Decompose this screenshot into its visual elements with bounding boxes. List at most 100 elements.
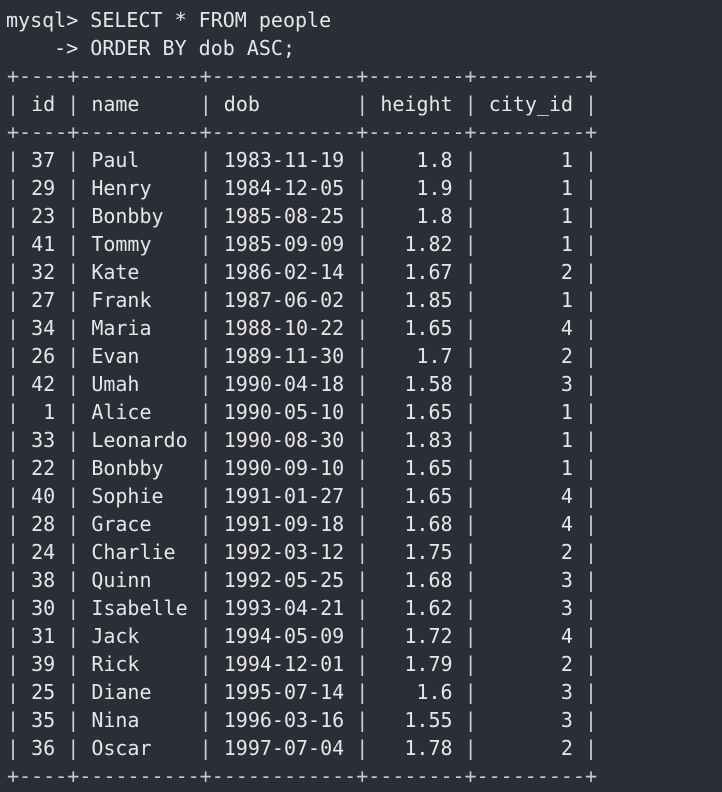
cell-name: Bonbby [91, 204, 188, 228]
table-row: | 27 | Frank | 1987-06-02 | 1.85 | 1 | [7, 288, 598, 312]
cell-dob: 1988-10-22 [223, 316, 345, 340]
cell-id: 38 [31, 568, 56, 592]
table-row: | 24 | Charlie | 1992-03-12 | 1.75 | 2 | [7, 540, 598, 564]
cell-dob: 1992-05-25 [223, 568, 345, 592]
table-row: | 36 | Oscar | 1997-07-04 | 1.78 | 2 | [7, 736, 598, 760]
table-header-border: +----+----------+------------+--------+-… [7, 120, 598, 144]
cell-city-id: 4 [488, 316, 573, 340]
cell-city-id: 3 [488, 680, 573, 704]
column-header-name: name [91, 92, 140, 116]
cell-id: 33 [31, 428, 56, 452]
cell-dob: 1997-07-04 [223, 736, 345, 760]
table-bottom-border: +----+----------+------------+--------+-… [7, 764, 598, 788]
cell-city-id: 3 [488, 568, 573, 592]
cell-city-id: 2 [488, 652, 573, 676]
cell-city-id: 3 [488, 372, 573, 396]
table-row: | 31 | Jack | 1994-05-09 | 1.72 | 4 | [7, 624, 598, 648]
table-header-row: | id | name | dob | height | city_id | [7, 92, 598, 116]
cell-height: 1.83 [380, 428, 453, 452]
sql-prompt-line: mysql> SELECT * FROM people [6, 8, 332, 32]
table-row: | 30 | Isabelle | 1993-04-21 | 1.62 | 3 … [7, 596, 598, 620]
cell-height: 1.6 [380, 680, 453, 704]
cell-city-id: 3 [488, 708, 573, 732]
table-row: | 23 | Bonbby | 1985-08-25 | 1.8 | 1 | [7, 204, 598, 228]
cell-height: 1.8 [380, 204, 453, 228]
cell-name: Henry [91, 176, 188, 200]
cell-name: Tommy [91, 232, 188, 256]
cell-height: 1.78 [380, 736, 453, 760]
cell-dob: 1985-08-25 [223, 204, 345, 228]
table-row: | 33 | Leonardo | 1990-08-30 | 1.83 | 1 … [7, 428, 598, 452]
table-row: | 1 | Alice | 1990-05-10 | 1.65 | 1 | [7, 400, 598, 424]
cell-height: 1.8 [380, 148, 453, 172]
cell-id: 39 [31, 652, 56, 676]
table-row: | 39 | Rick | 1994-12-01 | 1.79 | 2 | [7, 652, 598, 676]
cell-city-id: 1 [488, 232, 573, 256]
cell-height: 1.75 [380, 540, 453, 564]
cell-height: 1.62 [380, 596, 453, 620]
cell-id: 34 [31, 316, 56, 340]
cell-id: 23 [31, 204, 56, 228]
cell-height: 1.67 [380, 260, 453, 284]
cell-dob: 1989-11-30 [223, 344, 345, 368]
cell-id: 28 [31, 512, 56, 536]
cell-name: Alice [91, 400, 188, 424]
cell-dob: 1994-12-01 [223, 652, 345, 676]
cell-name: Maria [91, 316, 188, 340]
cell-dob: 1983-11-19 [223, 148, 345, 172]
cell-height: 1.65 [380, 316, 453, 340]
cell-city-id: 3 [488, 596, 573, 620]
column-header-city-id: city_id [488, 92, 573, 116]
table-row: | 41 | Tommy | 1985-09-09 | 1.82 | 1 | [7, 232, 598, 256]
cell-city-id: 1 [488, 204, 573, 228]
cell-name: Jack [91, 624, 188, 648]
table-row: | 28 | Grace | 1991-09-18 | 1.68 | 4 | [7, 512, 598, 536]
cell-id: 41 [31, 232, 56, 256]
table-row: | 26 | Evan | 1989-11-30 | 1.7 | 2 | [7, 344, 598, 368]
cell-city-id: 1 [488, 288, 573, 312]
cell-id: 29 [31, 176, 56, 200]
cell-city-id: 4 [488, 512, 573, 536]
cell-dob: 1991-09-18 [223, 512, 345, 536]
cell-dob: 1985-09-09 [223, 232, 345, 256]
cell-city-id: 1 [488, 400, 573, 424]
cell-height: 1.55 [380, 708, 453, 732]
cell-name: Sophie [91, 484, 188, 508]
cell-dob: 1993-04-21 [223, 596, 345, 620]
table-top-border: +----+----------+------------+--------+-… [7, 64, 598, 88]
table-row: | 32 | Kate | 1986-02-14 | 1.67 | 2 | [7, 260, 598, 284]
cell-city-id: 2 [488, 260, 573, 284]
cell-city-id: 1 [488, 456, 573, 480]
table-row: | 29 | Henry | 1984-12-05 | 1.9 | 1 | [7, 176, 598, 200]
column-header-id: id [31, 92, 56, 116]
cell-name: Evan [91, 344, 188, 368]
cell-dob: 1995-07-14 [223, 680, 345, 704]
cell-city-id: 4 [488, 484, 573, 508]
cell-name: Isabelle [91, 596, 188, 620]
table-row: | 37 | Paul | 1983-11-19 | 1.8 | 1 | [7, 148, 598, 172]
cell-dob: 1992-03-12 [223, 540, 345, 564]
cell-name: Bonbby [91, 456, 188, 480]
cell-id: 25 [31, 680, 56, 704]
sql-continuation-line: -> ORDER BY dob ASC; [6, 36, 295, 60]
cell-name: Charlie [91, 540, 188, 564]
cell-id: 30 [31, 596, 56, 620]
cell-height: 1.68 [380, 512, 453, 536]
cell-height: 1.72 [380, 624, 453, 648]
column-header-height: height [380, 92, 453, 116]
cell-height: 1.79 [380, 652, 453, 676]
cell-id: 1 [31, 400, 56, 424]
cell-height: 1.7 [380, 344, 453, 368]
cell-name: Nina [91, 708, 188, 732]
cell-id: 37 [31, 148, 56, 172]
cell-name: Leonardo [91, 428, 188, 452]
cell-name: Frank [91, 288, 188, 312]
cell-dob: 1984-12-05 [223, 176, 345, 200]
cell-city-id: 1 [488, 176, 573, 200]
cell-id: 26 [31, 344, 56, 368]
cell-height: 1.85 [380, 288, 453, 312]
cell-dob: 1996-03-16 [223, 708, 345, 732]
table-row: | 22 | Bonbby | 1990-09-10 | 1.65 | 1 | [7, 456, 598, 480]
cell-height: 1.65 [380, 400, 453, 424]
